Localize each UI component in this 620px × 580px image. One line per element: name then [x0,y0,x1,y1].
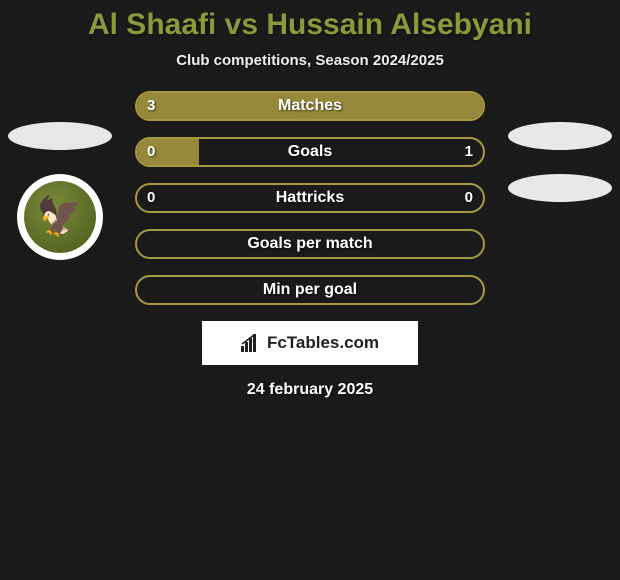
stat-value-left: 0 [147,137,155,167]
club-logo-inner: 🦅 [24,181,96,253]
right-club-placeholder [508,174,612,202]
right-player-avatar-placeholder [508,122,612,150]
chart-icon [241,334,261,352]
stat-row: Hattricks0 0 [135,183,485,213]
stat-label: Min per goal [135,275,485,305]
stat-value-right: 0 [465,183,473,213]
right-player-badges [508,122,612,226]
infographic-container: Al Shaafi vs Hussain Alsebyani Club comp… [0,0,620,399]
left-club-logo: 🦅 [17,174,103,260]
page-title: Al Shaafi vs Hussain Alsebyani [0,8,620,42]
stat-row: Min per goal [135,275,485,305]
date-label: 24 february 2025 [0,381,620,399]
stat-row: Goals0 1 [135,137,485,167]
brand-box: FcTables.com [202,321,418,365]
stat-value-left: 0 [147,183,155,213]
subtitle: Club competitions, Season 2024/2025 [0,52,620,69]
left-player-avatar-placeholder [8,122,112,150]
stat-label: Goals [135,137,485,167]
left-player-badges: 🦅 [8,122,112,260]
stat-label: Hattricks [135,183,485,213]
eagle-icon: 🦅 [36,198,83,236]
stat-row: Matches3 [135,91,485,121]
stat-row: Goals per match [135,229,485,259]
brand-text: FcTables.com [267,333,379,353]
stat-value-left: 3 [147,91,155,121]
stat-value-right: 1 [465,137,473,167]
stat-label: Matches [135,91,485,121]
stats-panel: Matches3Goals01Hattricks00Goals per matc… [135,91,485,305]
stat-label: Goals per match [135,229,485,259]
